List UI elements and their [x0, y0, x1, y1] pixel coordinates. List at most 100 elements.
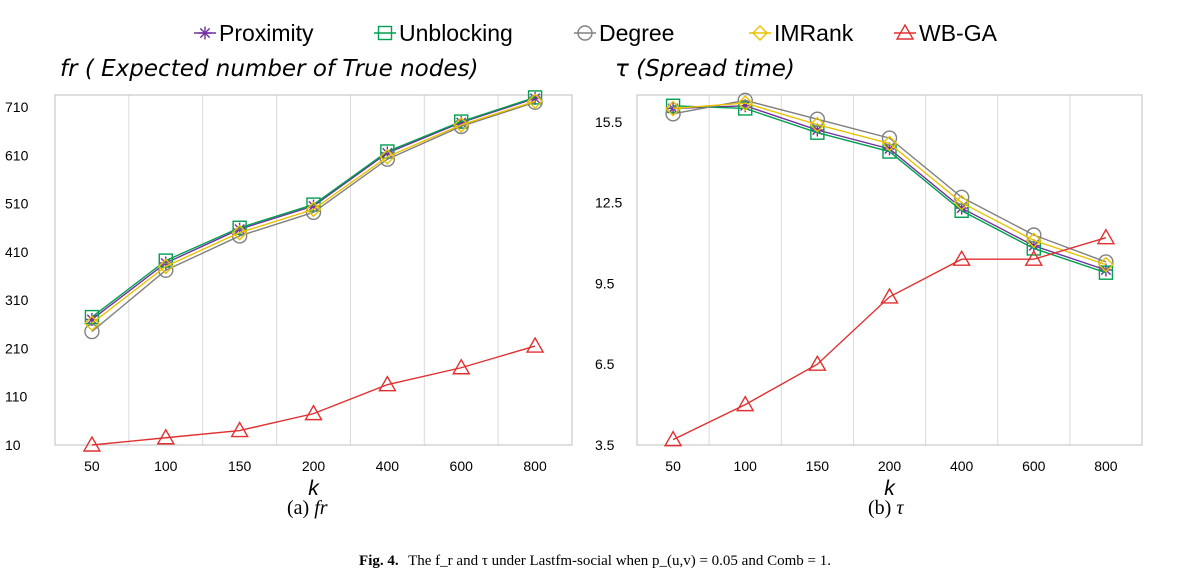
panel-a-title: fr ( Expected number of True nodes) — [60, 56, 479, 82]
chart-a-point-wb-ga — [378, 375, 397, 392]
chart-a-line-unblocking — [91, 96, 536, 318]
chart-b-series-unblocking — [665, 98, 1114, 280]
chart-a-point-unblocking — [454, 114, 469, 129]
chart-a-point-degree — [453, 118, 469, 135]
chart-b-point-imrank — [737, 95, 754, 112]
chart-a-y-tick-label: 210 — [5, 340, 29, 356]
chart-a-point-unblocking — [527, 90, 543, 105]
chart-b-point-wb-ga — [952, 249, 971, 266]
panel-a-sublabel-prefix: (a) — [287, 497, 310, 519]
legend-item-imrank: IMRank — [749, 20, 854, 46]
chart-b-point-imrank — [665, 100, 682, 117]
chart-b-point-imrank — [881, 135, 898, 152]
chart-b-y-tick-label: 6.5 — [595, 356, 615, 372]
chart-b-x-tick-label: 150 — [806, 458, 830, 474]
chart-b-point-degree — [665, 106, 681, 122]
chart-a-x-tick-label: 50 — [84, 458, 100, 474]
chart-a-x-tick-label: 100 — [154, 458, 178, 474]
chart-a-point-degree — [379, 151, 396, 167]
chart-a-point-imrank — [83, 315, 100, 332]
chart-a-y-tick-label: 10 — [5, 437, 21, 453]
chart-a-x-tick-label: 400 — [376, 458, 400, 474]
legend-label-wb-ga: WB-GA — [919, 20, 998, 46]
chart-b-point-unblocking — [1098, 265, 1114, 280]
chart-a-point-wb-ga — [452, 358, 471, 375]
legend-item-degree: Degree — [574, 20, 674, 46]
caption-text: The f_r and τ under Lastfm-social when p… — [408, 553, 831, 569]
chart-a-point-wb-ga — [525, 336, 545, 353]
chart-a-point-unblocking — [84, 309, 100, 325]
chart-b-x-tick-label: 100 — [734, 458, 758, 474]
chart-b-point-imrank — [1025, 232, 1042, 249]
chart-b-point-wb-ga — [1096, 228, 1116, 245]
chart-b-point-degree — [1026, 227, 1042, 243]
chart-b-plot-area — [636, 94, 1143, 446]
chart-a-y-tick-label: 610 — [5, 147, 29, 163]
chart-b-point-degree — [881, 130, 898, 146]
chart-a-y-tick-label: 710 — [5, 99, 29, 115]
figure-caption: Fig. 4. The f_r and τ under Lastfm-socia… — [0, 553, 1190, 570]
chart-a-x-tick-label: 200 — [302, 458, 326, 474]
chart-a-y-tick-label: 110 — [5, 389, 28, 405]
chart-a-y-tick-label: 510 — [5, 196, 29, 212]
chart-b-point-wb-ga — [808, 354, 827, 371]
chart-a-series-imrank — [83, 93, 544, 332]
panel-b-sublabel: (b) τ — [868, 497, 904, 520]
chart-a-point-imrank — [157, 258, 174, 275]
chart-a-line-wb-ga — [91, 345, 536, 446]
chart-b-point-degree — [737, 92, 753, 109]
panel-b-sublabel-symbol: τ — [896, 497, 904, 519]
legend-marker-degree — [577, 25, 593, 41]
legend-marker-unblocking — [377, 25, 393, 41]
chart-a-point-imrank — [305, 201, 322, 218]
chart-a-point-imrank — [453, 116, 470, 133]
legend-label-unblocking: Unblocking — [399, 20, 513, 46]
chart-b-y-tick-label: 12.5 — [595, 195, 622, 211]
chart-a-plot-area — [54, 94, 573, 446]
chart-b-x-tick-label: 800 — [1094, 458, 1118, 474]
chart-b-point-imrank — [953, 194, 970, 211]
legend-marker-proximity — [198, 26, 212, 40]
chart-b-point-unblocking — [738, 101, 753, 116]
chart-a-series-wb-ga — [82, 336, 545, 452]
chart-a-point-wb-ga — [82, 435, 102, 452]
chart-a-point-wb-ga — [230, 421, 249, 438]
chart-b-line-unblocking — [673, 105, 1107, 274]
legend-label-degree: Degree — [599, 20, 674, 46]
chart-b-point-wb-ga — [880, 287, 899, 304]
chart-b-point-imrank — [809, 116, 826, 133]
panel-a-sublabel-symbol: fr — [314, 497, 328, 519]
chart-b-series-imrank — [665, 95, 1114, 273]
chart-a-point-imrank — [379, 148, 396, 165]
chart-b-point-wb-ga — [1024, 249, 1043, 266]
chart-b: 3.5 6.5 9.5 12.5 15.5 50 100 150 200 400 600 800 k — [595, 92, 1143, 497]
chart-a-y-tick-label: 410 — [5, 244, 29, 260]
chart-a-point-unblocking — [380, 144, 395, 159]
legend-item-unblocking: Unblocking — [374, 20, 513, 46]
chart-a-x-tick-label: 800 — [523, 458, 547, 474]
chart-a-point-wb-ga — [304, 404, 323, 421]
chart-b-point-wb-ga — [736, 395, 755, 412]
chart-b-point-imrank — [1097, 256, 1114, 273]
panel-b-sublabel-prefix: (b) — [868, 497, 892, 519]
chart-a-point-degree — [158, 262, 174, 278]
chart-b-point-proximity — [1099, 263, 1113, 277]
chart-b-series-proximity — [666, 99, 1113, 277]
chart-a-x-tick-label: 600 — [450, 458, 474, 474]
legend-label-imrank: IMRank — [774, 20, 854, 46]
chart-b-y-tick-label: 3.5 — [595, 437, 615, 453]
legend-label-proximity: Proximity — [219, 20, 314, 46]
chart-a-y-tick-label: 310 — [5, 292, 29, 308]
chart-a-point-imrank — [527, 93, 544, 110]
chart-b-x-tick-label: 200 — [878, 458, 902, 474]
panel-b-title: τ (Spread time) — [615, 56, 795, 82]
chart-b-series-wb-ga — [663, 228, 1116, 447]
chart-b-point-unblocking — [665, 98, 681, 113]
chart-a-point-imrank — [231, 224, 248, 241]
chart-b-x-tick-label: 400 — [950, 458, 974, 474]
legend-marker-wb-ga — [895, 23, 915, 40]
chart-a-x-tick-label: 150 — [228, 458, 252, 474]
chart-b-point-degree — [809, 111, 826, 127]
chart-b-line-degree — [672, 99, 1107, 263]
legend-item-proximity: Proximity — [194, 20, 314, 46]
